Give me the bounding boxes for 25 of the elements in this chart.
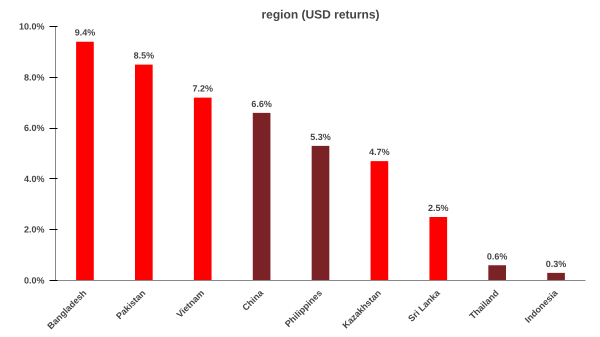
bar bbox=[194, 98, 212, 280]
data-label: 8.5% bbox=[134, 50, 154, 61]
data-label: 2.5% bbox=[428, 203, 449, 213]
data-label: 9.4% bbox=[74, 28, 96, 38]
y-tick-label: 4.0% bbox=[24, 174, 44, 184]
chart-title: region (USD returns) bbox=[261, 8, 380, 22]
bar bbox=[488, 265, 506, 280]
data-label: 0.6% bbox=[486, 251, 508, 262]
bar bbox=[76, 42, 94, 280]
y-tick-label: 10.0% bbox=[18, 22, 45, 32]
bar bbox=[312, 146, 330, 280]
data-label: 4.7% bbox=[369, 147, 390, 158]
data-label: 6.6% bbox=[251, 98, 272, 109]
data-label: 0.3% bbox=[546, 258, 566, 269]
bar bbox=[429, 217, 448, 280]
y-tick-label: 8.0% bbox=[24, 72, 44, 82]
y-tick-label: 2.0% bbox=[24, 224, 44, 235]
y-tick-label: 6.0% bbox=[24, 123, 44, 134]
bar bbox=[547, 272, 565, 280]
data-label: 7.2% bbox=[192, 84, 213, 94]
bar bbox=[252, 112, 270, 280]
bar bbox=[370, 161, 388, 280]
data-label: 5.3% bbox=[310, 132, 331, 142]
bar bbox=[135, 64, 153, 280]
y-tick-label: 0.0% bbox=[24, 276, 44, 286]
